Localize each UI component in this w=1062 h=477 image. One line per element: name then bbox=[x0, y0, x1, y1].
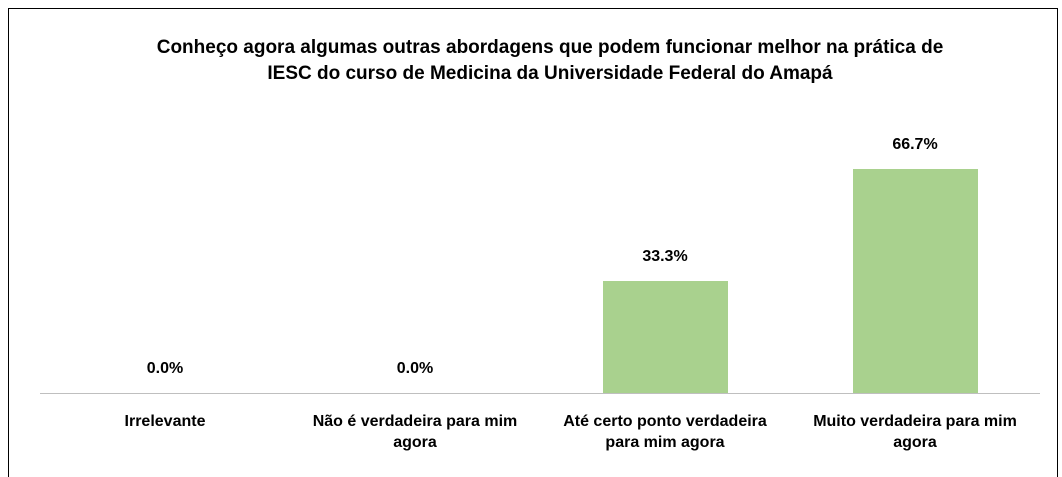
value-label: 33.3% bbox=[642, 248, 688, 266]
value-label: 0.0% bbox=[396, 360, 434, 377]
bar bbox=[602, 281, 728, 393]
chart-frame bbox=[8, 8, 1058, 477]
value-label: 66.7% bbox=[892, 136, 938, 153]
category-axis bbox=[40, 393, 1040, 394]
value-label: 0.0% bbox=[146, 360, 184, 377]
x-tick-label: Muito verdadeira para mim agora bbox=[813, 413, 1017, 451]
chart-title: Conheço agora algumas outras abordagens … bbox=[156, 37, 944, 84]
x-tick-label: Até certo ponto verdadeira para mim agor… bbox=[563, 413, 767, 451]
x-tick-label: Não é verdadeira para mim agora bbox=[312, 413, 518, 451]
x-tick-label: Irrelevante bbox=[124, 413, 206, 430]
bar bbox=[852, 169, 978, 393]
